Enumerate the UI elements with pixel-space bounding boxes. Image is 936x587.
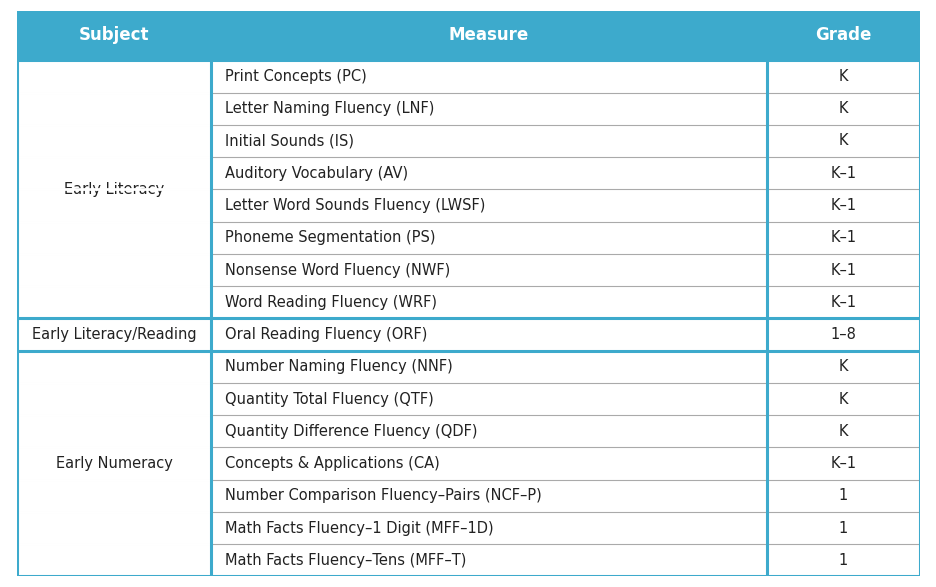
Text: Print Concepts (PC): Print Concepts (PC)	[225, 69, 366, 84]
Text: Early Numeracy: Early Numeracy	[55, 456, 172, 471]
Bar	[17, 11, 919, 60]
Text: Grade: Grade	[814, 26, 870, 45]
Bar	[17, 383, 919, 415]
Text: 1: 1	[838, 553, 847, 568]
Text: Auditory Vocabulary (AV): Auditory Vocabulary (AV)	[225, 166, 407, 181]
Text: Early Literacy/Reading: Early Literacy/Reading	[32, 327, 196, 342]
Text: K: K	[838, 69, 847, 84]
Text: Measure: Measure	[448, 26, 529, 45]
Text: Phoneme Segmentation (PS): Phoneme Segmentation (PS)	[225, 230, 434, 245]
Text: K: K	[838, 392, 847, 407]
Bar	[17, 60, 919, 93]
Bar	[17, 350, 919, 383]
Bar	[17, 318, 919, 350]
Bar	[17, 125, 919, 157]
Text: Number Naming Fluency (NNF): Number Naming Fluency (NNF)	[225, 359, 452, 375]
Bar	[17, 447, 919, 480]
Text: Math Facts Fluency–Tens (MFF–T): Math Facts Fluency–Tens (MFF–T)	[225, 553, 465, 568]
Text: 1: 1	[838, 488, 847, 503]
Text: Nonsense Word Fluency (NWF): Nonsense Word Fluency (NWF)	[225, 262, 449, 278]
Bar	[17, 254, 919, 286]
Text: 1: 1	[838, 521, 847, 535]
Text: Math Facts Fluency–1 Digit (MFF–1D): Math Facts Fluency–1 Digit (MFF–1D)	[225, 521, 492, 535]
Text: K: K	[838, 133, 847, 149]
Bar	[17, 480, 919, 512]
Text: Initial Sounds (IS): Initial Sounds (IS)	[225, 133, 353, 149]
Text: Subject: Subject	[79, 26, 149, 45]
Text: K–1: K–1	[829, 198, 856, 213]
Bar	[17, 544, 919, 576]
Text: Number Comparison Fluency–Pairs (NCF–P): Number Comparison Fluency–Pairs (NCF–P)	[225, 488, 541, 503]
Text: Quantity Total Fluency (QTF): Quantity Total Fluency (QTF)	[225, 392, 433, 407]
Bar	[17, 93, 919, 125]
Text: Concepts & Applications (CA): Concepts & Applications (CA)	[225, 456, 439, 471]
Text: K–1: K–1	[829, 262, 856, 278]
Text: K: K	[838, 359, 847, 375]
Text: Letter Naming Fluency (LNF): Letter Naming Fluency (LNF)	[225, 101, 433, 116]
Bar	[17, 190, 919, 222]
Text: Word Reading Fluency (WRF): Word Reading Fluency (WRF)	[225, 295, 436, 310]
Bar	[17, 415, 919, 447]
Bar	[17, 512, 919, 544]
Text: K–1: K–1	[829, 166, 856, 181]
Text: K–1: K–1	[829, 456, 856, 471]
Text: Quantity Difference Fluency (QDF): Quantity Difference Fluency (QDF)	[225, 424, 476, 439]
Bar	[17, 286, 919, 318]
Text: Early Literacy: Early Literacy	[64, 182, 164, 197]
Bar	[17, 222, 919, 254]
Text: Letter Word Sounds Fluency (LWSF): Letter Word Sounds Fluency (LWSF)	[225, 198, 485, 213]
Bar	[17, 157, 919, 190]
Text: K–1: K–1	[829, 295, 856, 310]
Text: 1–8: 1–8	[829, 327, 856, 342]
Text: K: K	[838, 424, 847, 439]
Text: Oral Reading Fluency (ORF): Oral Reading Fluency (ORF)	[225, 327, 427, 342]
Text: K–1: K–1	[829, 230, 856, 245]
Text: K: K	[838, 101, 847, 116]
